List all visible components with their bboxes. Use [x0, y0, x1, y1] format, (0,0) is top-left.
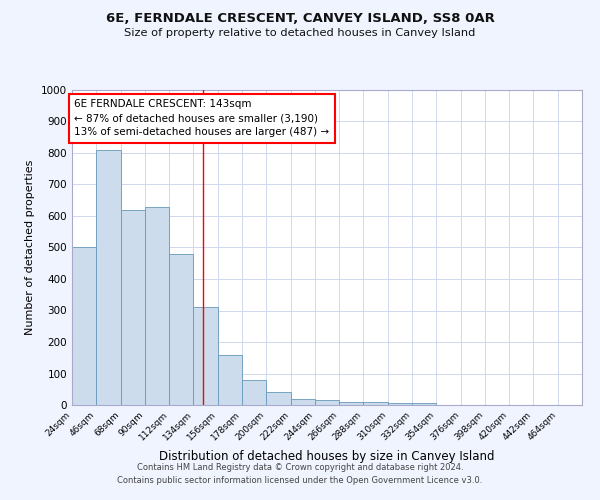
Text: Contains HM Land Registry data © Crown copyright and database right 2024.: Contains HM Land Registry data © Crown c… [137, 464, 463, 472]
Bar [412, 404, 436, 405]
Text: Size of property relative to detached houses in Canvey Island: Size of property relative to detached ho… [124, 28, 476, 38]
Bar [218, 354, 242, 405]
Bar [266, 392, 290, 405]
Bar [290, 398, 315, 405]
Bar [315, 400, 339, 405]
Text: 6E, FERNDALE CRESCENT, CANVEY ISLAND, SS8 0AR: 6E, FERNDALE CRESCENT, CANVEY ISLAND, SS… [106, 12, 494, 26]
Bar [388, 404, 412, 405]
X-axis label: Distribution of detached houses by size in Canvey Island: Distribution of detached houses by size … [159, 450, 495, 464]
Bar [145, 206, 169, 405]
Bar [121, 210, 145, 405]
Bar [242, 380, 266, 405]
Y-axis label: Number of detached properties: Number of detached properties [25, 160, 35, 335]
Text: 6E FERNDALE CRESCENT: 143sqm
← 87% of detached houses are smaller (3,190)
13% of: 6E FERNDALE CRESCENT: 143sqm ← 87% of de… [74, 100, 329, 138]
Bar [339, 402, 364, 405]
Bar [96, 150, 121, 405]
Text: Contains public sector information licensed under the Open Government Licence v3: Contains public sector information licen… [118, 476, 482, 485]
Bar [193, 308, 218, 405]
Bar [169, 254, 193, 405]
Bar [72, 248, 96, 405]
Bar [364, 402, 388, 405]
